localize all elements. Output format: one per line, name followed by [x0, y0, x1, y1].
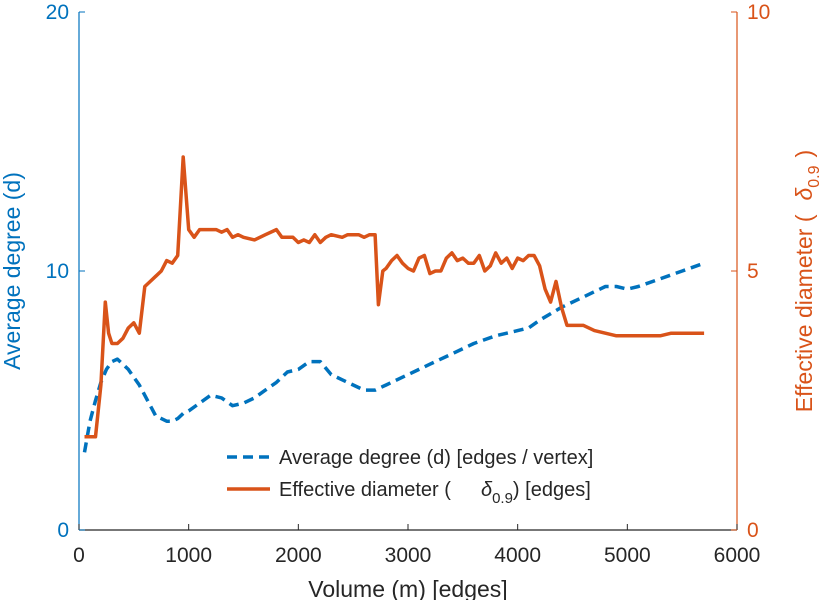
right-tick-label: 10	[747, 1, 770, 24]
legend-label-effective-diameter-subscript: 0.9	[492, 490, 513, 507]
x-tick-label: 6000	[714, 544, 761, 567]
right-axis-title-prefix: Effective diameter (	[791, 214, 817, 412]
x-tick-label: 3000	[385, 544, 432, 567]
x-axis-title: Volume (m) [edges]	[308, 576, 507, 600]
right-axis-ticks: 0 5 10	[731, 1, 770, 542]
x-axis-ticks: 0 1000 2000 3000 4000 5000 6000	[73, 524, 760, 567]
series-effective-diameter-line	[84, 155, 705, 439]
left-tick-label: 10	[46, 260, 69, 283]
right-axis-title-subscript: 0.9	[806, 165, 823, 187]
left-tick-label: 20	[46, 1, 69, 24]
right-axis-title-suffix: )	[791, 150, 817, 158]
right-axis-title: Effective diameter ( δ0.9)	[791, 150, 823, 412]
right-axis-title-symbol: δ	[791, 187, 817, 200]
right-tick-label: 0	[747, 519, 759, 542]
legend-label-effective-diameter-suffix: ) [edges]	[513, 479, 591, 501]
series-average-degree-line	[82, 261, 705, 453]
series-layer	[82, 155, 705, 453]
legend-label-effective-diameter: Effective diameter ( δ0.9) [edges]	[279, 479, 591, 507]
left-axis-ticks: 0 10 20	[46, 1, 85, 542]
x-tick-label: 0	[73, 544, 85, 567]
legend-label-average-degree: Average degree (d) [edges / vertex]	[279, 447, 593, 469]
right-tick-label: 5	[747, 260, 759, 283]
legend-label-effective-diameter-prefix: Effective diameter (	[279, 479, 451, 501]
left-axis-title: Average degree (d)	[0, 172, 25, 370]
x-tick-label: 1000	[165, 544, 212, 567]
left-tick-label: 0	[57, 519, 69, 542]
legend-label-effective-diameter-symbol: δ	[481, 479, 493, 501]
x-tick-label: 4000	[494, 544, 541, 567]
x-tick-label: 5000	[604, 544, 651, 567]
legend: Average degree (d) [edges / vertex] Effe…	[227, 447, 593, 507]
x-tick-label: 2000	[275, 544, 322, 567]
